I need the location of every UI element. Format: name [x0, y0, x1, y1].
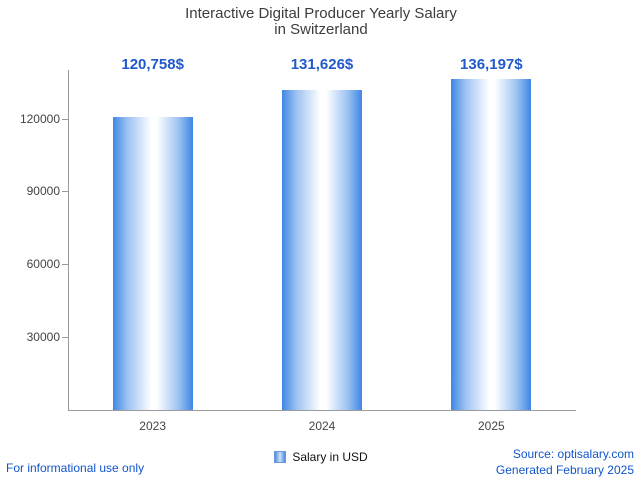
- y-axis-line: [68, 70, 69, 411]
- bar-2025[interactable]: [451, 79, 532, 410]
- y-tick-label: 120000: [19, 111, 60, 126]
- bar-value-label: 131,626$: [290, 56, 354, 73]
- x-axis-line: [68, 410, 576, 411]
- chart-title-line1: Interactive Digital Producer Yearly Sala…: [185, 5, 457, 22]
- footer-generated-date: Generated February 2025: [495, 463, 634, 477]
- y-tick-mark: [62, 118, 68, 120]
- chart-title: Interactive Digital Producer Yearly Sala…: [0, 6, 642, 38]
- y-tick-mark: [62, 191, 68, 193]
- footer-source-link[interactable]: Source: optisalary.com: [512, 447, 634, 461]
- bar-value-label: 136,197$: [460, 56, 523, 73]
- x-axis-label: 2023: [139, 419, 166, 433]
- bar-2023[interactable]: [112, 116, 193, 410]
- y-tick-mark: [62, 337, 68, 339]
- y-tick-mark: [62, 264, 68, 266]
- legend-label: Salary in USD: [292, 450, 368, 464]
- x-axis-label: 2024: [308, 419, 336, 433]
- legend-marker-icon: [274, 451, 287, 463]
- bar-value-label: 120,758$: [121, 56, 184, 73]
- y-tick-label: 30000: [26, 330, 60, 345]
- legend: Salary in USD: [0, 450, 642, 464]
- footer-disclaimer: For informational use only: [6, 461, 145, 475]
- chart-title-line2: in Switzerland: [274, 21, 368, 38]
- bar-2024[interactable]: [282, 90, 362, 410]
- y-tick-label: 60000: [26, 257, 60, 272]
- footer-source-block: Source: optisalary.com Generated Februar…: [334, 446, 634, 478]
- x-axis-label: 2025: [477, 419, 505, 433]
- y-tick-label: 90000: [26, 184, 60, 199]
